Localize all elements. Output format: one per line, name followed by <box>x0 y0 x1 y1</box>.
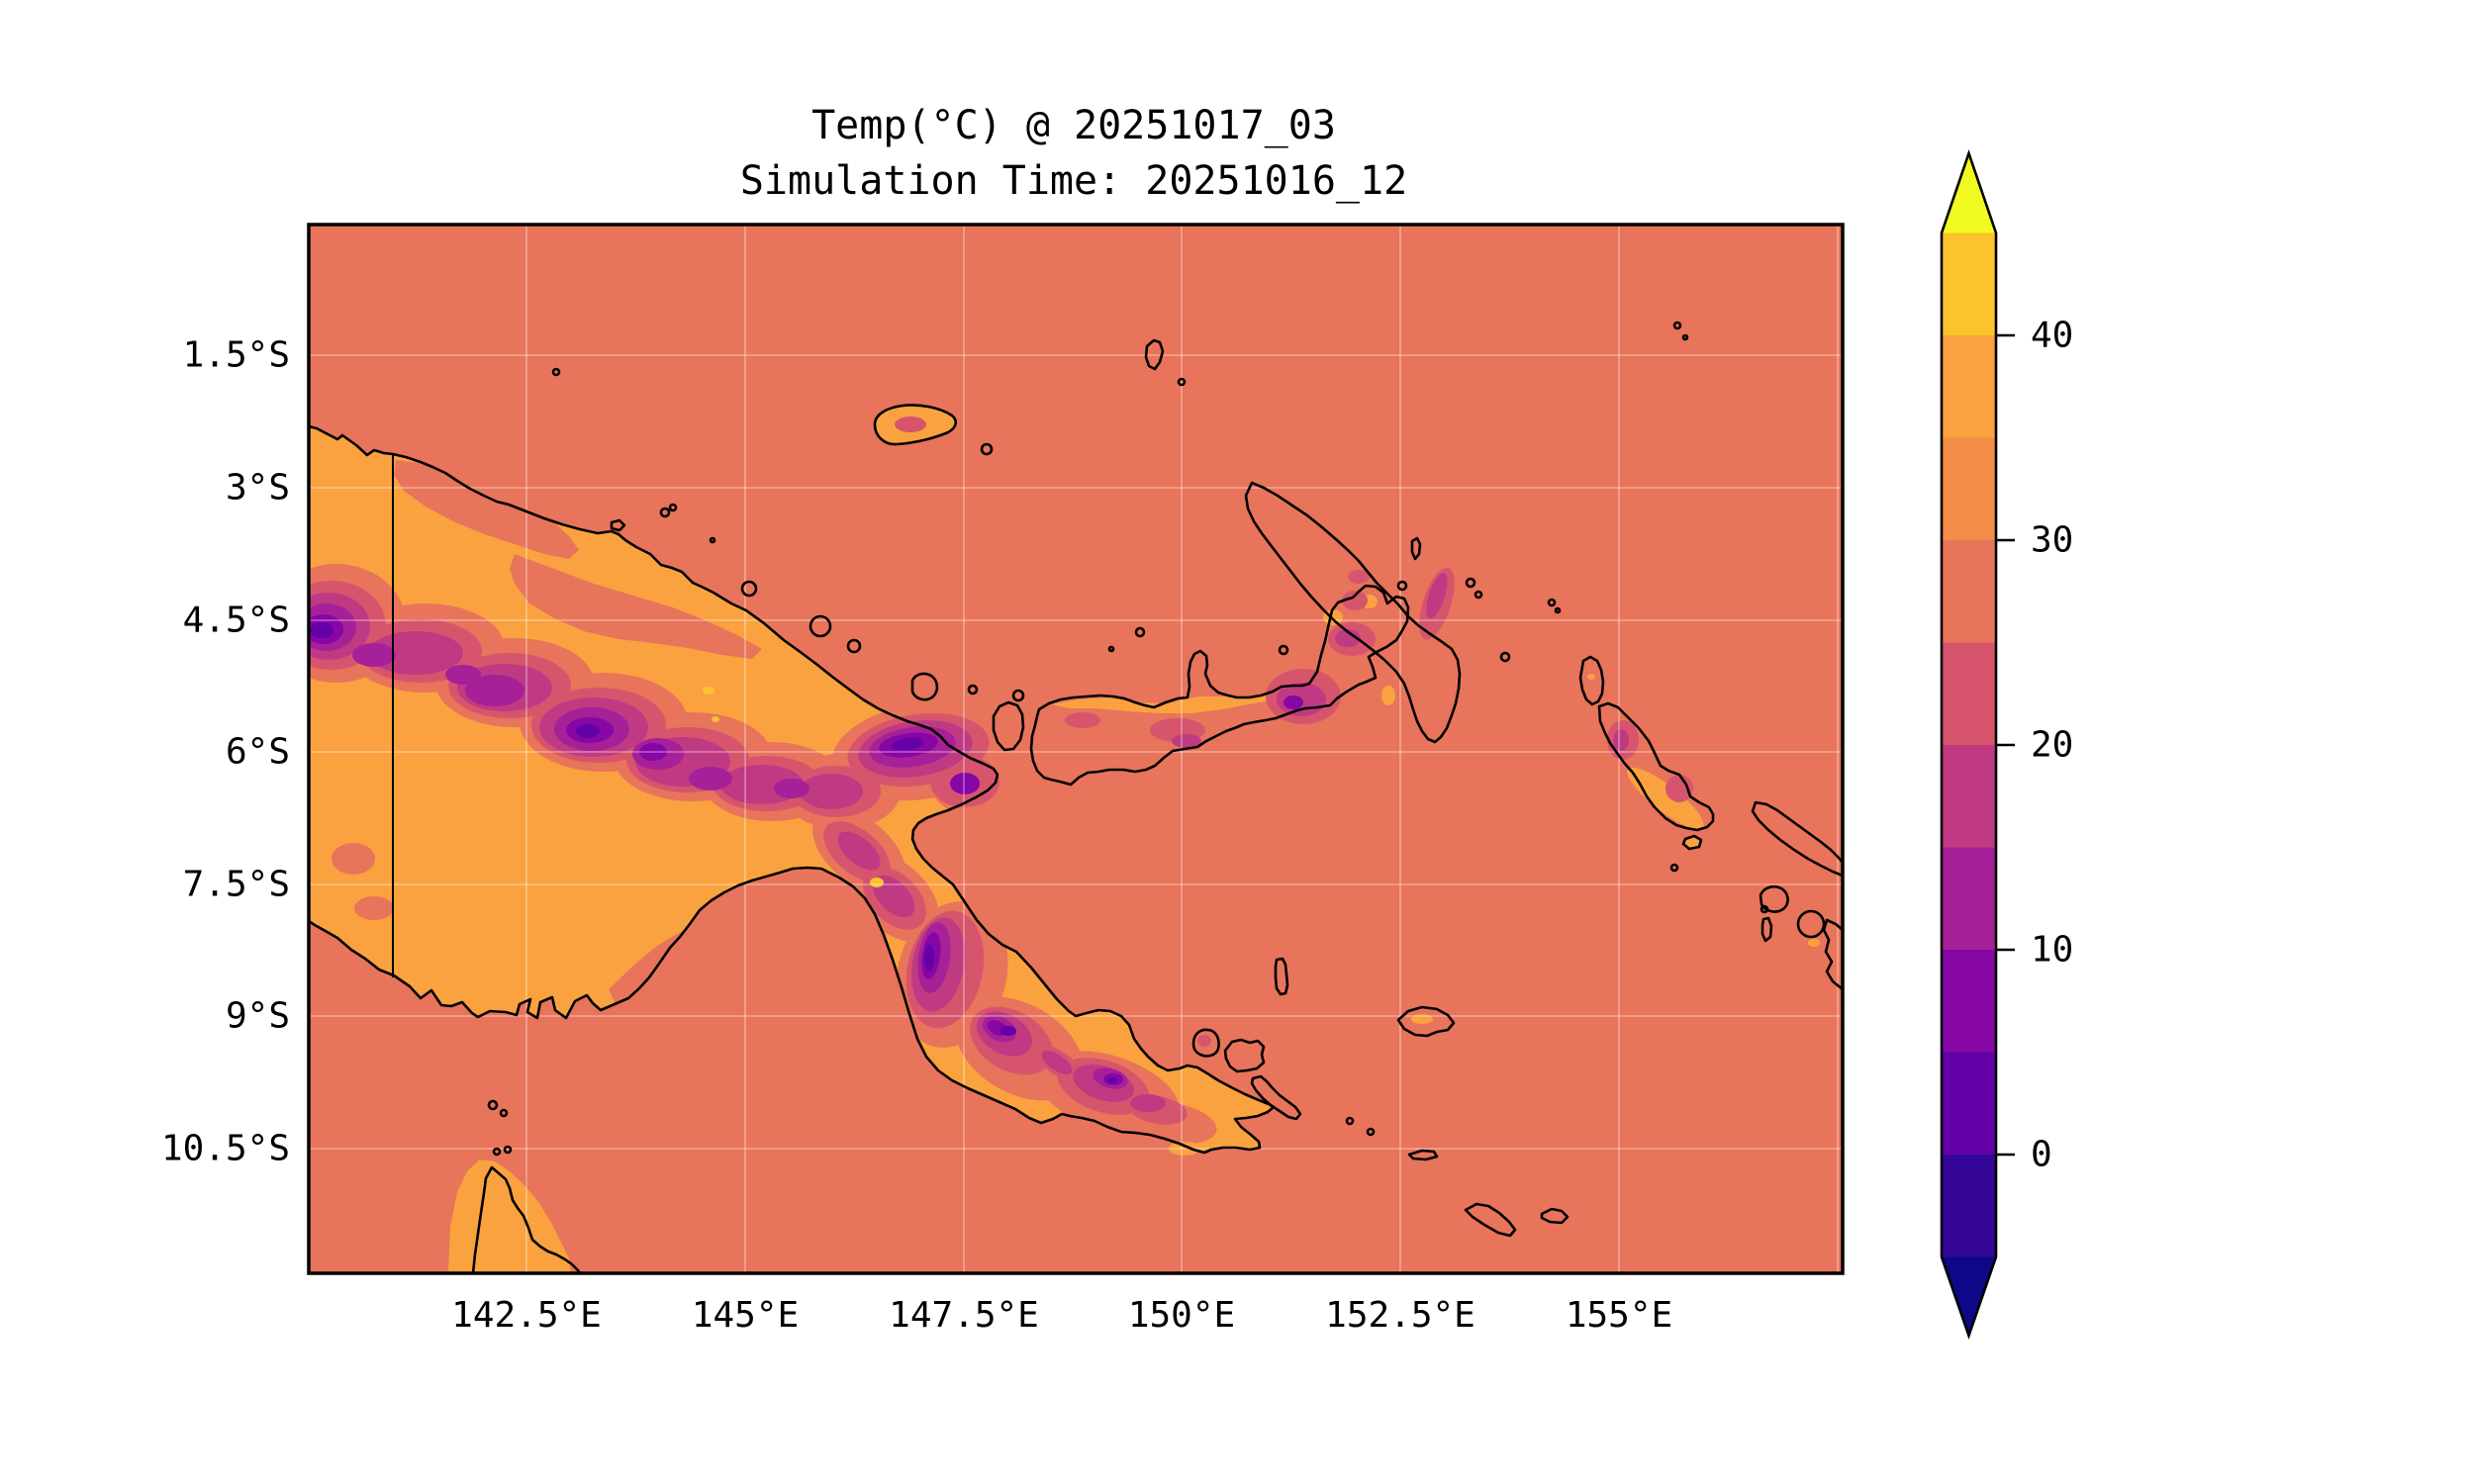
x-tick-147.5e: 147.5°E <box>889 1295 1039 1336</box>
colorbar <box>1940 148 2015 1340</box>
colorbar-tick-0: 0 <box>2031 1134 2052 1175</box>
x-tick-155e: 155°E <box>1565 1295 1673 1336</box>
y-tick-1.5s: 1.5°S <box>182 334 290 376</box>
island-warm-fills <box>875 405 1820 1156</box>
land-40-45-spots <box>703 687 884 887</box>
gridlines <box>309 225 1843 1273</box>
x-tick-142.5e: 142.5°E <box>451 1295 602 1336</box>
coastlines <box>309 321 1843 1273</box>
x-tick-150e: 150°E <box>1127 1295 1236 1336</box>
colorbar-under-arrow <box>1942 1256 1996 1336</box>
plot-title: Temp(°C) @ 20251017_03 <box>811 103 1336 148</box>
colorbar-tick-10: 10 <box>2031 929 2074 971</box>
y-tick-3s: 3°S <box>225 467 290 509</box>
plot-subtitle: Simulation Time: 20251016_12 <box>739 158 1408 204</box>
x-tick-145e: 145°E <box>691 1295 800 1336</box>
land-0-5-patches <box>310 622 1117 1083</box>
colorbar-tick-20: 20 <box>2031 724 2074 766</box>
cape-york-warm-blob <box>448 1159 571 1273</box>
x-tick-152.5e: 152.5°E <box>1325 1295 1475 1336</box>
y-tick-7.5s: 7.5°S <box>182 864 290 905</box>
colorbar-outline <box>1940 148 1998 1340</box>
y-tick-9s: 9°S <box>225 995 290 1037</box>
y-tick-10.5s: 10.5°S <box>160 1128 290 1169</box>
island-cool-patches <box>895 417 1693 1047</box>
y-tick-6s: 6°S <box>225 731 290 773</box>
y-tick-4.5s: 4.5°S <box>182 600 290 641</box>
colorbar-over-arrow <box>1942 153 1996 233</box>
colorbar-tick-marks <box>1996 333 2015 1157</box>
colorbar-tick-30: 30 <box>2031 519 2074 561</box>
colorbar-tick-40: 40 <box>2031 315 2074 356</box>
map-frame <box>307 223 1845 1275</box>
map-area <box>309 225 1843 1273</box>
